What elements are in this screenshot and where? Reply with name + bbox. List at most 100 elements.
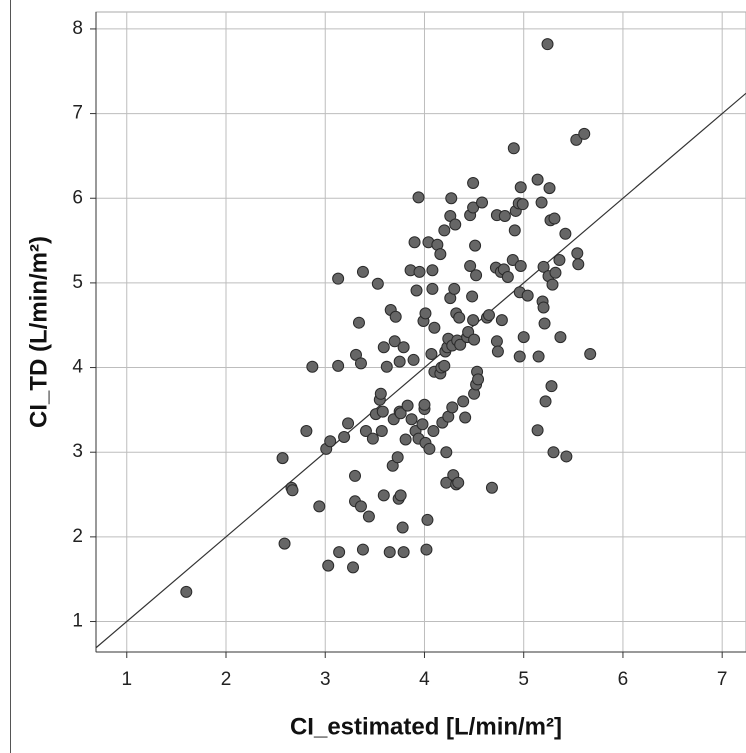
point bbox=[313, 500, 326, 513]
point bbox=[374, 387, 387, 400]
x-tick-label: 7 bbox=[717, 669, 728, 690]
point bbox=[468, 333, 481, 346]
point bbox=[322, 559, 335, 572]
point bbox=[425, 348, 438, 361]
point bbox=[521, 289, 534, 302]
point bbox=[412, 191, 425, 204]
point bbox=[440, 446, 453, 459]
point bbox=[300, 425, 313, 438]
point bbox=[553, 254, 566, 267]
point bbox=[457, 395, 470, 408]
point bbox=[490, 335, 503, 348]
point bbox=[449, 218, 462, 231]
point bbox=[537, 260, 550, 273]
point bbox=[501, 270, 514, 283]
point bbox=[389, 310, 402, 323]
y-tick-label: 2 bbox=[72, 526, 83, 547]
point bbox=[306, 360, 319, 373]
point bbox=[438, 224, 451, 237]
point bbox=[375, 425, 388, 438]
point bbox=[469, 239, 482, 252]
point bbox=[180, 585, 193, 598]
point bbox=[584, 348, 597, 361]
point bbox=[407, 353, 420, 366]
point bbox=[514, 259, 527, 272]
y-tick-label: 6 bbox=[72, 187, 83, 208]
point bbox=[491, 345, 504, 358]
point bbox=[419, 307, 432, 320]
point bbox=[506, 254, 519, 267]
x-tick-label: 6 bbox=[618, 669, 629, 690]
point bbox=[338, 430, 351, 443]
y-tick-label: 1 bbox=[72, 611, 83, 632]
x-axis-title: CI_estimated [L/min/m²] bbox=[290, 713, 562, 740]
point bbox=[421, 513, 434, 526]
point bbox=[332, 272, 345, 285]
point bbox=[413, 265, 426, 278]
point bbox=[377, 341, 390, 354]
point bbox=[532, 350, 545, 363]
point bbox=[420, 543, 433, 556]
point bbox=[446, 401, 459, 414]
plot-background bbox=[95, 11, 746, 653]
point bbox=[507, 142, 520, 155]
point bbox=[467, 177, 480, 190]
point bbox=[516, 198, 529, 211]
y-tick-label: 5 bbox=[72, 272, 83, 293]
y-tick-label: 4 bbox=[72, 357, 83, 378]
point bbox=[470, 269, 483, 282]
point bbox=[445, 192, 458, 205]
point bbox=[571, 247, 584, 260]
point bbox=[572, 258, 585, 271]
x-tick-label: 5 bbox=[518, 669, 529, 690]
point bbox=[543, 182, 556, 195]
point bbox=[426, 264, 439, 277]
x-tick-label: 3 bbox=[320, 669, 331, 690]
point bbox=[286, 484, 299, 497]
point bbox=[393, 355, 406, 368]
x-tick-label: 4 bbox=[419, 669, 430, 690]
y-tick-label: 3 bbox=[72, 441, 83, 462]
point bbox=[324, 435, 337, 448]
point bbox=[538, 317, 551, 330]
point bbox=[377, 489, 390, 502]
point bbox=[546, 278, 559, 291]
x-tick-label: 2 bbox=[221, 669, 232, 690]
point bbox=[359, 425, 372, 438]
point bbox=[418, 398, 431, 411]
point bbox=[559, 227, 572, 240]
point bbox=[332, 359, 345, 372]
point bbox=[454, 338, 467, 351]
point bbox=[371, 277, 384, 290]
point bbox=[388, 335, 401, 348]
y-tick-label: 8 bbox=[72, 18, 83, 39]
point bbox=[383, 546, 396, 559]
point bbox=[342, 417, 355, 430]
point bbox=[349, 469, 362, 482]
point bbox=[347, 561, 360, 574]
point bbox=[547, 446, 560, 459]
point bbox=[354, 500, 367, 513]
point bbox=[362, 510, 375, 523]
point bbox=[485, 481, 498, 494]
point bbox=[517, 331, 530, 344]
point bbox=[459, 411, 472, 424]
point bbox=[453, 311, 466, 324]
point bbox=[537, 301, 550, 314]
point bbox=[408, 236, 421, 249]
point bbox=[476, 196, 489, 209]
point bbox=[410, 284, 423, 297]
point bbox=[394, 489, 407, 502]
point bbox=[366, 432, 379, 445]
point bbox=[416, 418, 429, 431]
point bbox=[578, 127, 591, 140]
point bbox=[356, 543, 369, 556]
point bbox=[508, 224, 521, 237]
point bbox=[356, 265, 369, 278]
point bbox=[466, 290, 479, 303]
point bbox=[549, 266, 562, 279]
point bbox=[560, 450, 573, 463]
x-tick-label: 1 bbox=[121, 669, 132, 690]
point bbox=[531, 173, 544, 186]
